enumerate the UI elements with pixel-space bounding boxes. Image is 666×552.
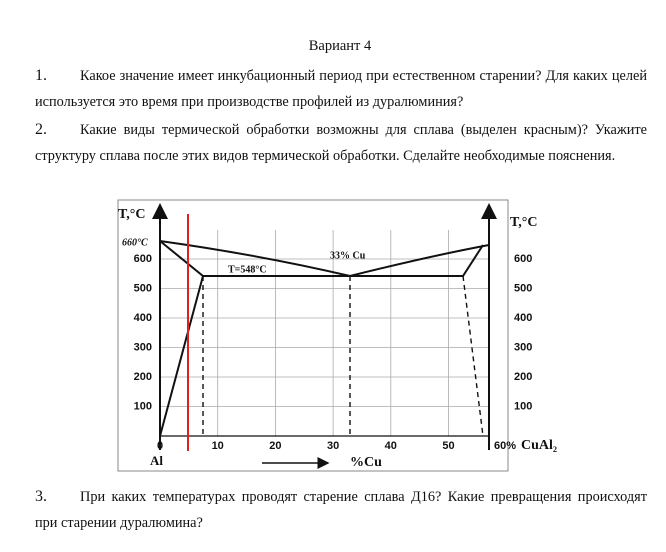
eutectic-label: T=548°C [228,264,267,275]
question-number: 3. [35,488,47,505]
grid [160,230,489,436]
eutectic-point-label: 33% Cu [330,250,366,261]
diagram-frame [117,199,509,472]
x-tick-label: 0 [157,440,163,452]
title: Вариант 4 [308,38,372,54]
x-tick-label: 50 [442,440,454,452]
question: 1. Какое значение имеет инкубационный пер… [35,63,647,115]
phase-lines [159,240,490,437]
question-text: Какое значение имеет инкубационный перио… [35,68,647,110]
question: 3. При каких температурах проводят старен… [35,484,647,536]
y-tick-label: 100 [514,400,532,412]
question-text: Какие виды термической обработки возможн… [35,122,647,164]
y-tick-label: 300 [514,341,532,353]
y-tick-label: 100 [134,400,152,412]
question-number: 2. [35,121,47,138]
y-tick-label: 300 [134,341,152,353]
melting-label: 660°C [122,237,148,248]
y-tick-label: 500 [514,282,532,294]
question-text: При каких температурах проводят старение… [35,489,647,531]
question: 2. Какие виды термической обработки возмо… [35,117,647,169]
question-number: 1. [35,67,47,84]
x-tick-label: 20 [269,440,281,452]
y-tick-label: 500 [134,282,152,294]
y-tick-label: 200 [134,371,152,383]
x-tick-label: 60% [494,440,516,452]
y-tick-label: 600 [514,253,532,265]
dashed-lines [202,250,490,437]
x-origin-label: Al [150,453,163,468]
x-tick-label: 10 [212,440,224,452]
x-tick-label: 40 [385,440,397,452]
y-axis-label: T,°C [118,207,146,222]
y-tick-label: 400 [514,312,532,324]
x-tick-label: 30 [327,440,339,452]
x-end-label: CuAl₂ [521,438,557,453]
y-axis-label: T,°C [510,215,538,230]
x-axis-label: %Cu [350,455,382,470]
y-tick-label: 200 [514,371,532,383]
y-tick-label: 600 [134,253,152,265]
y-tick-label: 400 [134,312,152,324]
